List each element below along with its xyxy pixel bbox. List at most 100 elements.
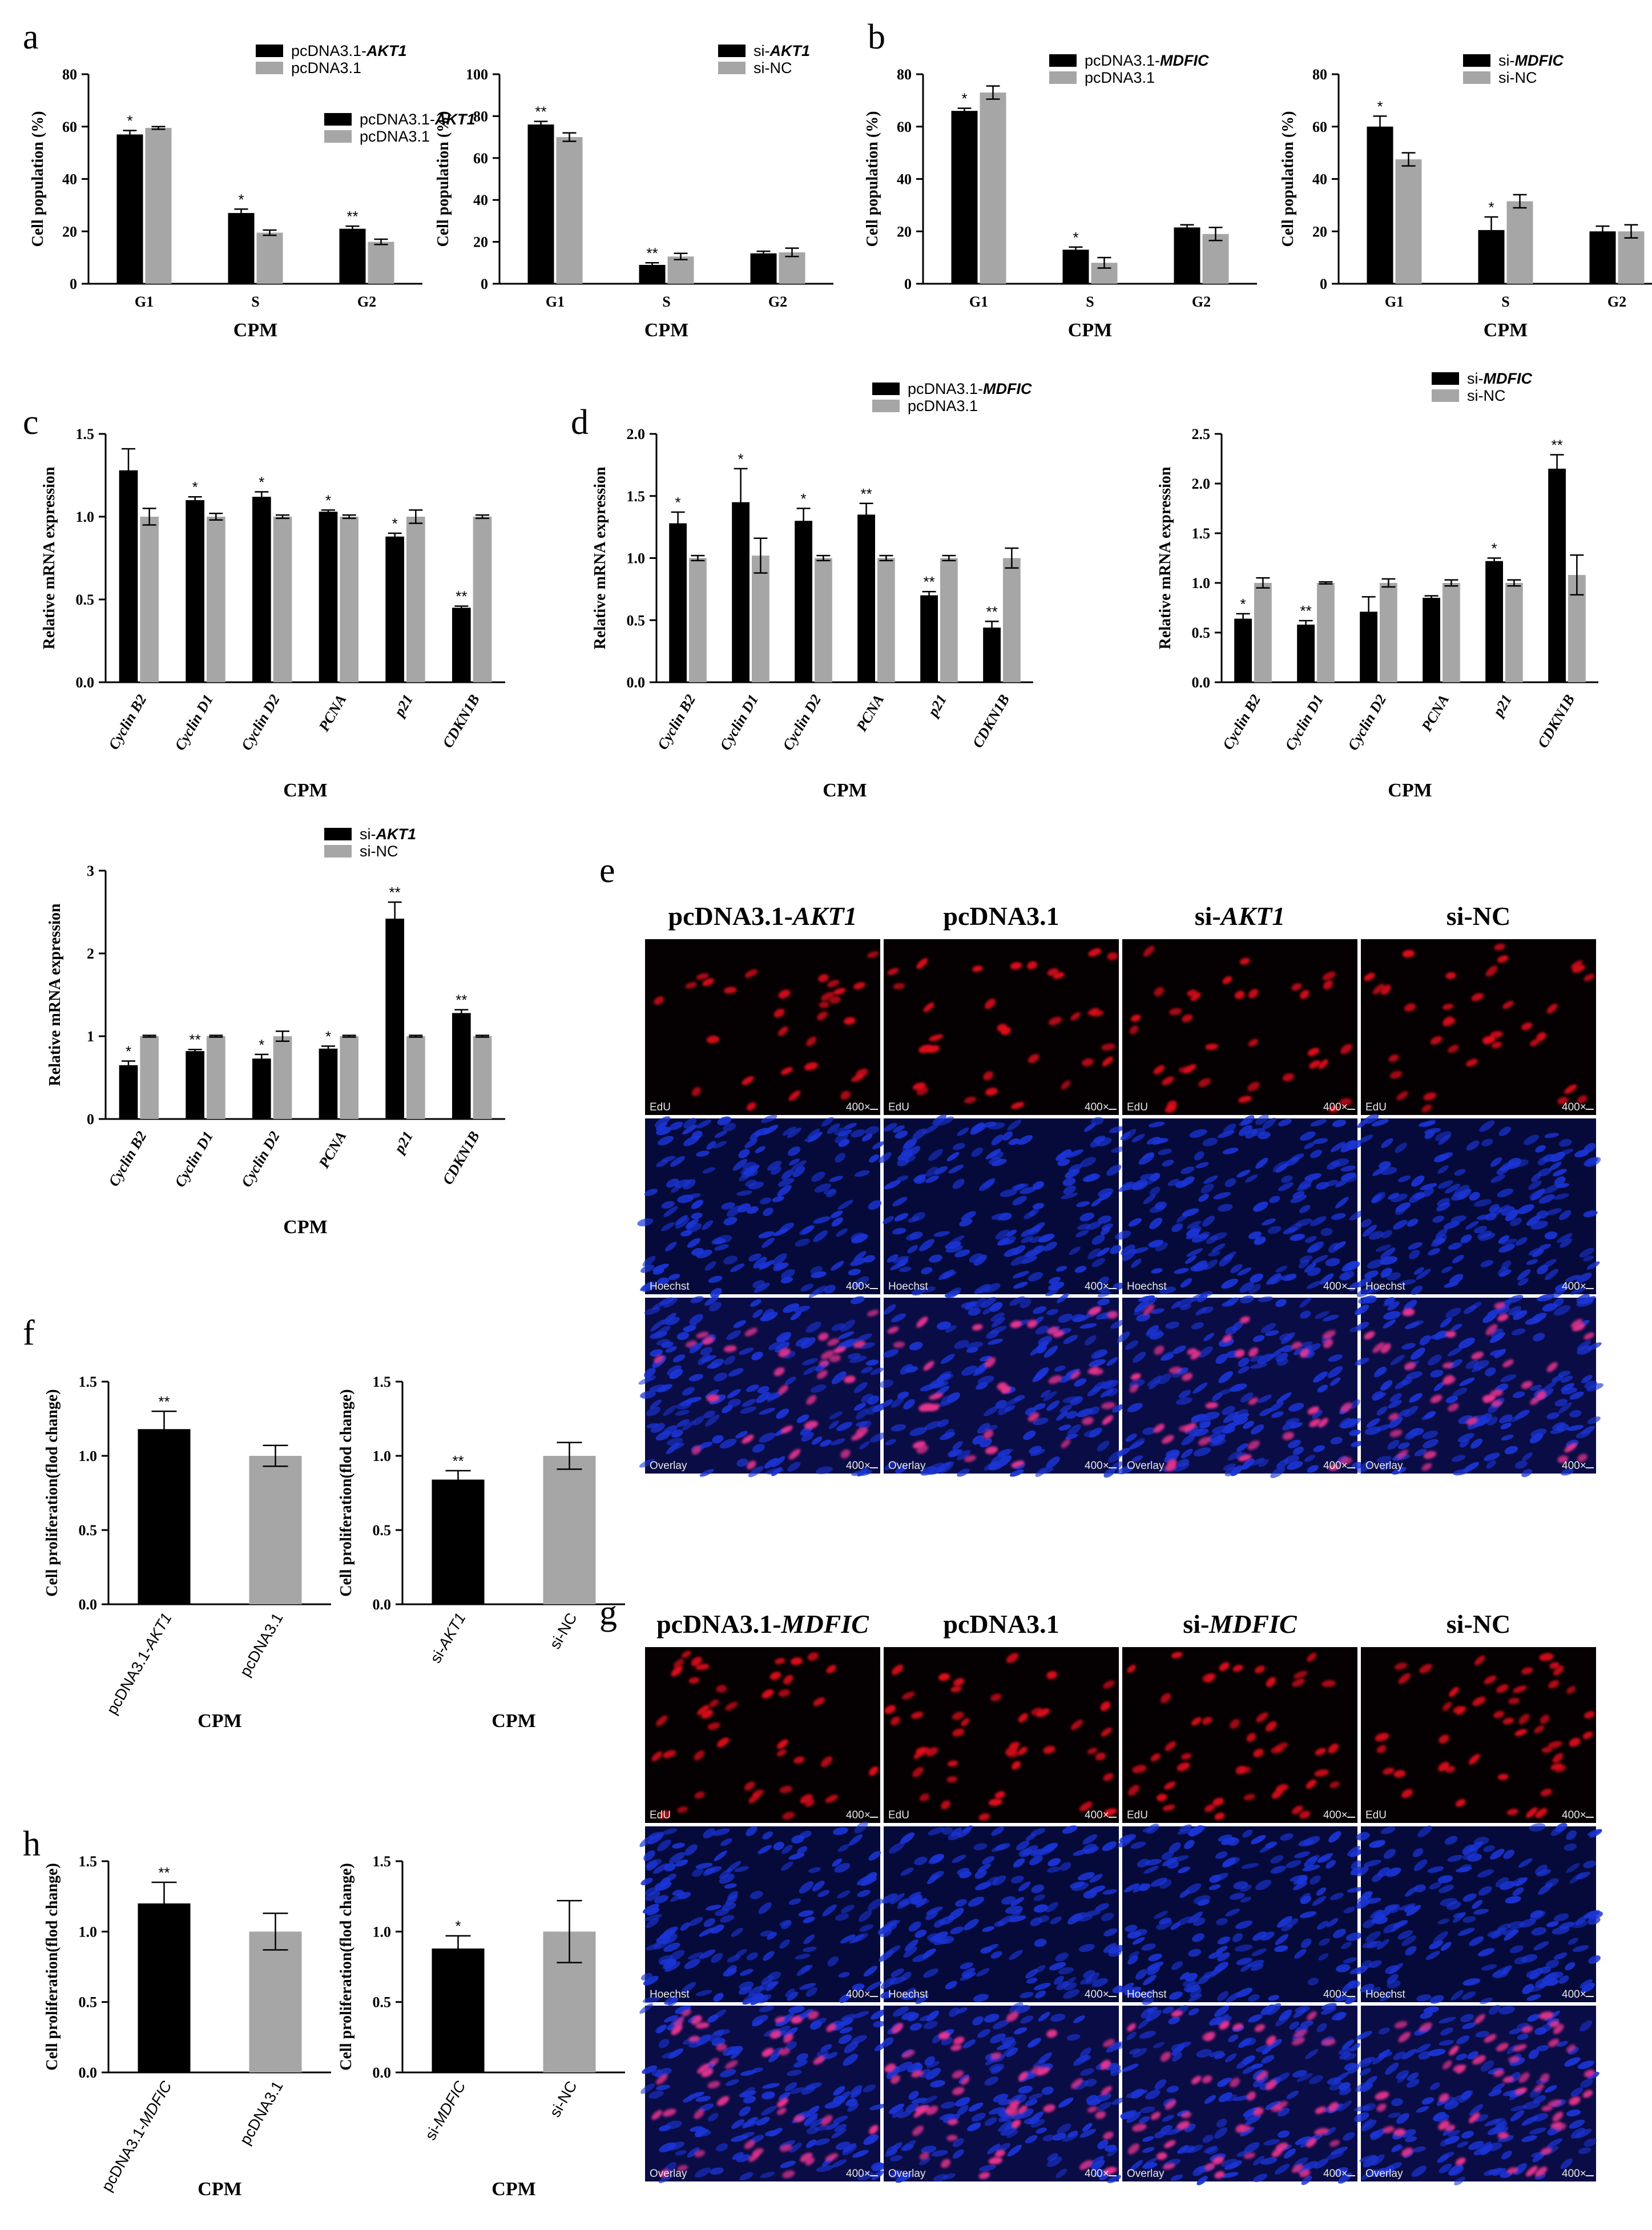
- nucleus-hoechst: [1457, 2141, 1469, 2148]
- nucleus-edu: [1248, 1038, 1259, 1046]
- nucleus-hoechst: [656, 1839, 671, 1851]
- nucleus-overlay: [777, 2107, 787, 2115]
- nucleus-overlay: [840, 1449, 851, 1459]
- nucleus-hoechst: [1187, 1911, 1203, 1923]
- nucleus-overlay: [1453, 2064, 1464, 2072]
- y-tick-label: 20: [1312, 223, 1327, 240]
- nucleus-hoechst: [1387, 1301, 1400, 1311]
- nucleus-overlay: [1445, 1330, 1456, 1338]
- nucleus-hoechst: [1437, 1165, 1449, 1174]
- nucleus-hoechst: [1466, 1140, 1480, 1151]
- nucleus-hoechst: [1191, 1414, 1206, 1422]
- nucleus-overlay: [761, 2047, 774, 2057]
- nucleus-hoechst: [1179, 1824, 1192, 1832]
- nucleus-hoechst: [869, 1432, 887, 1443]
- nucleus-hoechst: [1462, 1847, 1478, 1860]
- micrograph-edu: EdU 400×: [1361, 939, 1596, 1115]
- nucleus-hoechst: [810, 1266, 823, 1274]
- nucleus-hoechst: [1356, 1322, 1369, 1330]
- nucleus-hoechst: [948, 1832, 961, 1841]
- nucleus-overlay: [709, 2058, 719, 2066]
- x-tick-label: CDKN1B: [439, 1129, 482, 1188]
- nucleus-hoechst: [731, 2119, 745, 2129]
- nucleus-hoechst: [642, 1996, 660, 2003]
- nucleus-edu: [1101, 1043, 1116, 1051]
- nucleus-hoechst: [1486, 1460, 1496, 1469]
- nucleus-edu: [701, 1709, 714, 1719]
- nucleus-hoechst: [726, 1965, 737, 1974]
- nucleus-hoechst: [1368, 1231, 1384, 1240]
- nucleus-hoechst: [1287, 1461, 1303, 1470]
- nucleus-overlay: [893, 1341, 905, 1349]
- nucleus-hoechst: [762, 1831, 773, 1839]
- nucleus-hoechst: [1140, 2106, 1155, 2114]
- nucleus-hoechst: [1091, 1198, 1102, 1207]
- nucleus-hoechst: [1219, 1254, 1233, 1267]
- nucleus-overlay: [707, 2080, 720, 2088]
- nucleus-hoechst: [1460, 2014, 1474, 2023]
- nucleus-hoechst: [801, 2008, 813, 2018]
- nucleus-hoechst: [666, 1178, 679, 1188]
- nucleus-hoechst: [1084, 1335, 1097, 1346]
- micrograph-channel-label: Overlay: [1127, 2168, 1165, 2180]
- nucleus-edu: [818, 974, 829, 983]
- nucleus-hoechst: [1235, 1945, 1253, 1952]
- nucleus-hoechst: [892, 1227, 906, 1235]
- micrograph-magnification: 400×: [1323, 1989, 1348, 2000]
- nucleus-hoechst: [1527, 2014, 1540, 2022]
- nucleus-overlay: [1043, 2104, 1055, 2112]
- nucleus-hoechst: [1324, 1180, 1339, 1187]
- y-tick-label: 0.5: [76, 591, 95, 608]
- nucleus-hoechst: [1217, 1130, 1235, 1138]
- nucleus-hoechst: [1128, 1218, 1142, 1227]
- significance-marker: *: [127, 112, 132, 130]
- x-tick-label: si-AKT1: [427, 1610, 469, 1666]
- nucleus-hoechst: [1559, 1139, 1572, 1147]
- nucleus-hoechst: [915, 1993, 929, 2004]
- nucleus-edu: [1103, 1680, 1115, 1689]
- x-axis-title: CPM: [233, 320, 277, 341]
- nucleus-hoechst: [984, 2117, 997, 2126]
- nucleus-hoechst: [1440, 2152, 1454, 2160]
- nucleus-hoechst: [892, 2108, 904, 2118]
- nucleus-hoechst: [1450, 1323, 1462, 1331]
- x-tick-label: pcDNA3.1: [236, 1610, 287, 1680]
- nucleus-hoechst: [813, 1230, 828, 1242]
- nucleus-hoechst: [1380, 1461, 1392, 1471]
- nucleus-hoechst: [1222, 1406, 1235, 1415]
- nucleus-hoechst: [1445, 1395, 1458, 1403]
- nucleus-edu: [1491, 1041, 1502, 1049]
- nucleus-hoechst: [1224, 1421, 1240, 1429]
- nucleus-overlay: [1164, 2140, 1176, 2148]
- nucleus-edu: [1443, 1701, 1452, 1711]
- nucleus-hoechst: [859, 1924, 873, 1932]
- significance-marker: **: [158, 1393, 170, 1410]
- nucleus-overlay: [950, 2044, 962, 2051]
- nucleus-hoechst: [646, 1406, 661, 1416]
- legend-label-prefix: pcDNA3.1: [291, 59, 361, 77]
- nucleus-hoechst: [1014, 1184, 1025, 1191]
- nucleus-hoechst: [1085, 1972, 1100, 1985]
- nucleus-hoechst: [931, 2150, 948, 2157]
- nucleus-hoechst: [1183, 2146, 1196, 2153]
- nucleus-hoechst: [883, 1349, 899, 1358]
- nucleus-hoechst: [1208, 1251, 1220, 1257]
- nucleus-hoechst: [1131, 1134, 1145, 1143]
- nucleus-hoechst: [1359, 1134, 1373, 1143]
- nucleus-hoechst: [1236, 1443, 1248, 1452]
- nucleus-hoechst: [1383, 1319, 1396, 1329]
- nucleus-edu: [1548, 1741, 1562, 1749]
- nucleus-hoechst: [1143, 1194, 1156, 1205]
- nucleus-hoechst: [1484, 2118, 1501, 2127]
- nucleus-edu: [1314, 1769, 1329, 1777]
- micrograph-background: [1122, 1647, 1357, 1823]
- nucleus-hoechst: [868, 1851, 881, 1861]
- nucleus-hoechst: [1073, 2080, 1089, 2090]
- micrograph-hoechst: Hoechst 400×: [637, 1114, 885, 1298]
- nucleus-hoechst: [1058, 2097, 1074, 2108]
- nucleus-hoechst: [1244, 2142, 1260, 2153]
- nucleus-overlay: [1153, 1423, 1165, 1433]
- nucleus-hoechst: [1500, 1374, 1517, 1383]
- nucleus-hoechst: [1372, 2053, 1387, 2065]
- nucleus-hoechst: [859, 1440, 870, 1450]
